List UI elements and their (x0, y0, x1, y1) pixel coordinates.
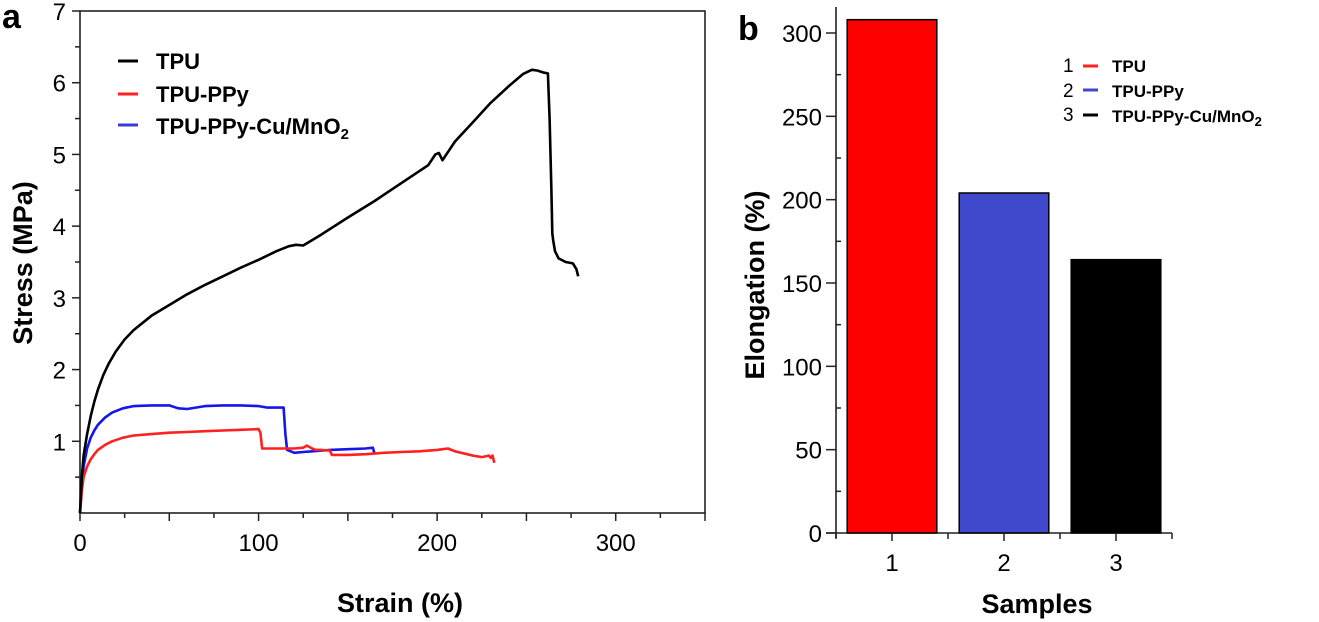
y-axis-title-b: Elongation (%) (740, 191, 770, 380)
y-tick-label: 3 (53, 286, 66, 313)
legend-b-label-1: TPU (1112, 57, 1146, 76)
series-group-a (78, 68, 580, 514)
y-tick-label: 0 (809, 521, 822, 548)
legend-label-tpu-ppy: TPU-PPy (156, 82, 250, 107)
y-tick-label: 1 (53, 429, 66, 456)
series-line-tpu-ppy (78, 427, 496, 514)
panel-a-stress-strain-chart: a 1 2 3 4 5 6 7 0 100 200 300 Strain (%) Stress (… (2, 0, 706, 618)
panel-b-elongation-chart: b 0 50 100 150 200 250 300 1 2 3 Samples Elongat… (738, 7, 1262, 619)
x-axis-b: 1 2 3 (835, 533, 1173, 577)
series-line-tpu (78, 68, 580, 514)
legend-label-main: TPU-PPy-Cu/MnO (156, 114, 341, 139)
legend-b-label-3-subscript: 2 (1255, 114, 1262, 129)
legend-a: TPU TPU-PPy TPU-PPy-Cu/MnO2 (118, 49, 349, 143)
x-tick-label: 100 (239, 530, 279, 557)
bar-sample-2 (958, 192, 1050, 534)
panel-a-label: a (2, 0, 22, 36)
legend-label-tpu-ppy-cu-mno2: TPU-PPy-Cu/MnO2 (156, 114, 349, 143)
x-tick-label: 1 (885, 550, 898, 577)
x-axis-a: 0 100 200 300 (73, 513, 706, 557)
legend-b-number-1: 1 (1063, 56, 1074, 77)
y-tick-label: 2 (53, 358, 66, 385)
bar-sample-1 (846, 18, 938, 534)
y-tick-label: 4 (53, 214, 66, 241)
legend-b-label-2: TPU-PPy (1112, 82, 1184, 101)
y-tick-label: 7 (53, 0, 66, 26)
x-tick-label: 2 (997, 550, 1010, 577)
legend-label-subscript: 2 (341, 126, 349, 143)
bar-sample-3 (1070, 258, 1162, 534)
y-tick-label: 6 (53, 71, 66, 98)
legend-b-label-3-main: TPU-PPy-Cu/MnO (1112, 107, 1255, 126)
y-tick-label: 150 (782, 271, 822, 298)
y-tick-label: 5 (53, 142, 66, 169)
x-tick-label: 3 (1109, 550, 1122, 577)
y-tick-label: 300 (782, 21, 822, 48)
legend-b: 1 TPU 2 TPU-PPy 3 TPU-PPy-Cu/MnO2 (1063, 56, 1262, 129)
x-axis-title-a: Strain (%) (337, 588, 463, 618)
legend-b-number-2: 2 (1063, 81, 1074, 102)
x-tick-label: 200 (417, 530, 457, 557)
y-axis-title-a: Stress (MPa) (8, 181, 38, 345)
panel-b-label: b (738, 10, 759, 48)
y-axis-b: 0 50 100 150 200 250 300 (782, 21, 841, 548)
x-tick-label: 300 (596, 530, 636, 557)
y-tick-label: 100 (782, 354, 822, 381)
y-axis-a: 1 2 3 4 5 6 7 (53, 0, 80, 478)
bars-group-b (846, 18, 1162, 534)
y-tick-label: 250 (782, 104, 822, 131)
legend-b-number-3: 3 (1063, 105, 1074, 126)
legend-label-tpu: TPU (156, 49, 200, 74)
y-tick-label: 50 (795, 438, 822, 465)
y-tick-label: 200 (782, 188, 822, 215)
series-line-tpu-ppy-cu-mno2 (78, 404, 376, 514)
legend-b-label-3: TPU-PPy-Cu/MnO2 (1112, 107, 1262, 129)
x-tick-label: 0 (73, 530, 86, 557)
x-axis-title-b: Samples (981, 589, 1092, 619)
